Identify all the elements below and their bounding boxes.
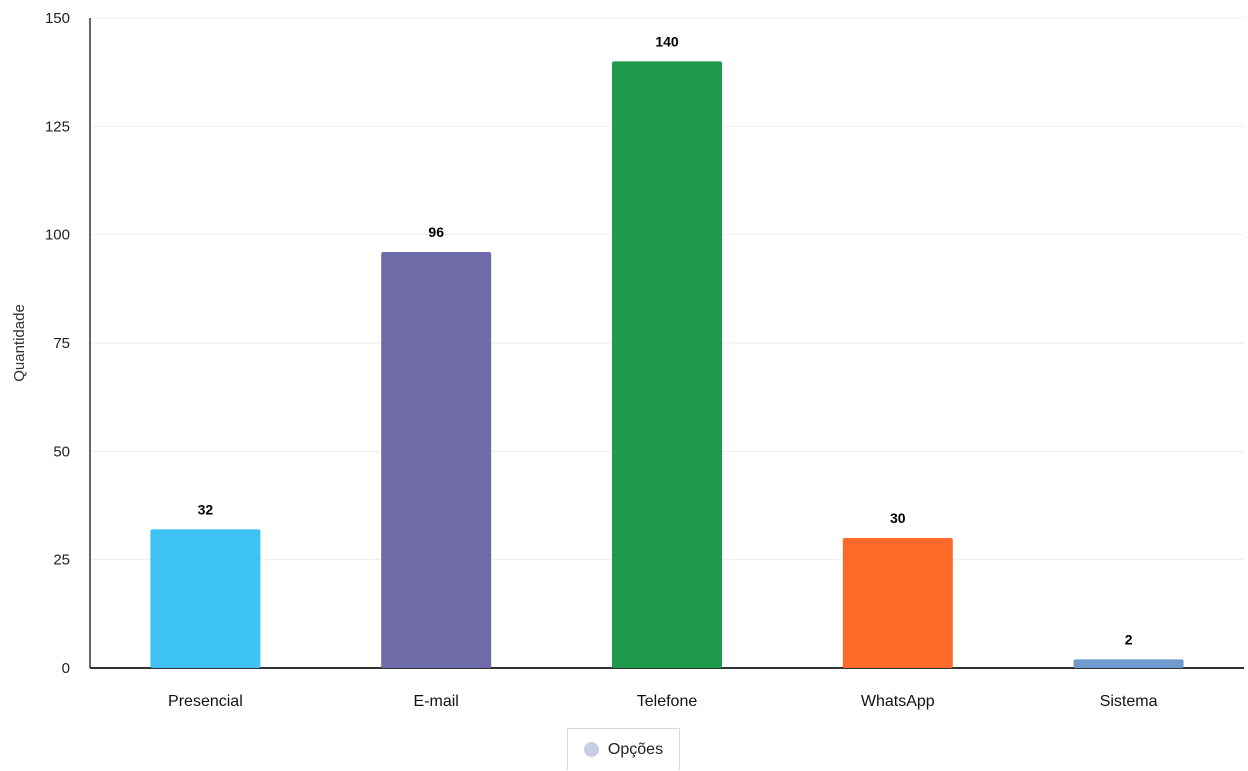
data-label: 2 [1125, 631, 1133, 647]
bars [150, 61, 1184, 669]
y-tick-label: 125 [45, 118, 70, 135]
y-tick-label: 25 [53, 552, 70, 569]
legend[interactable]: Opções [567, 728, 680, 770]
data-label: 30 [890, 510, 906, 526]
x-tick-label: Presencial [168, 693, 243, 710]
y-tick-label: 150 [45, 10, 70, 27]
y-axis-ticks: 0 25 50 75 100 125 150 [45, 10, 70, 677]
legend-label: Opções [607, 740, 664, 758]
bar-presencial[interactable] [150, 529, 261, 668]
x-tick-label: Telefone [637, 693, 698, 710]
y-tick-label: 75 [53, 335, 70, 352]
bar-telefone[interactable] [612, 61, 722, 669]
bar-e-mail[interactable] [381, 252, 492, 668]
data-label: 32 [198, 501, 214, 517]
y-tick-label: 50 [53, 443, 70, 460]
x-tick-label: WhatsApp [861, 693, 935, 710]
bar-sistema[interactable] [1073, 659, 1184, 668]
data-label: 140 [655, 33, 679, 49]
bar-whatsapp[interactable] [842, 538, 953, 668]
data-label: 96 [428, 224, 444, 240]
legend-swatch-icon [583, 742, 599, 757]
y-tick-label: 100 [45, 227, 70, 244]
category-labels: Presencial E-mail Telefone WhatsApp Sistema [168, 693, 1158, 710]
x-tick-label: E-mail [414, 693, 459, 710]
data-labels: 32 96 140 30 2 [198, 33, 1133, 647]
y-tick-label: 0 [62, 660, 70, 677]
x-tick-label: Sistema [1100, 693, 1158, 710]
y-axis-title: Quantidade [11, 304, 28, 382]
